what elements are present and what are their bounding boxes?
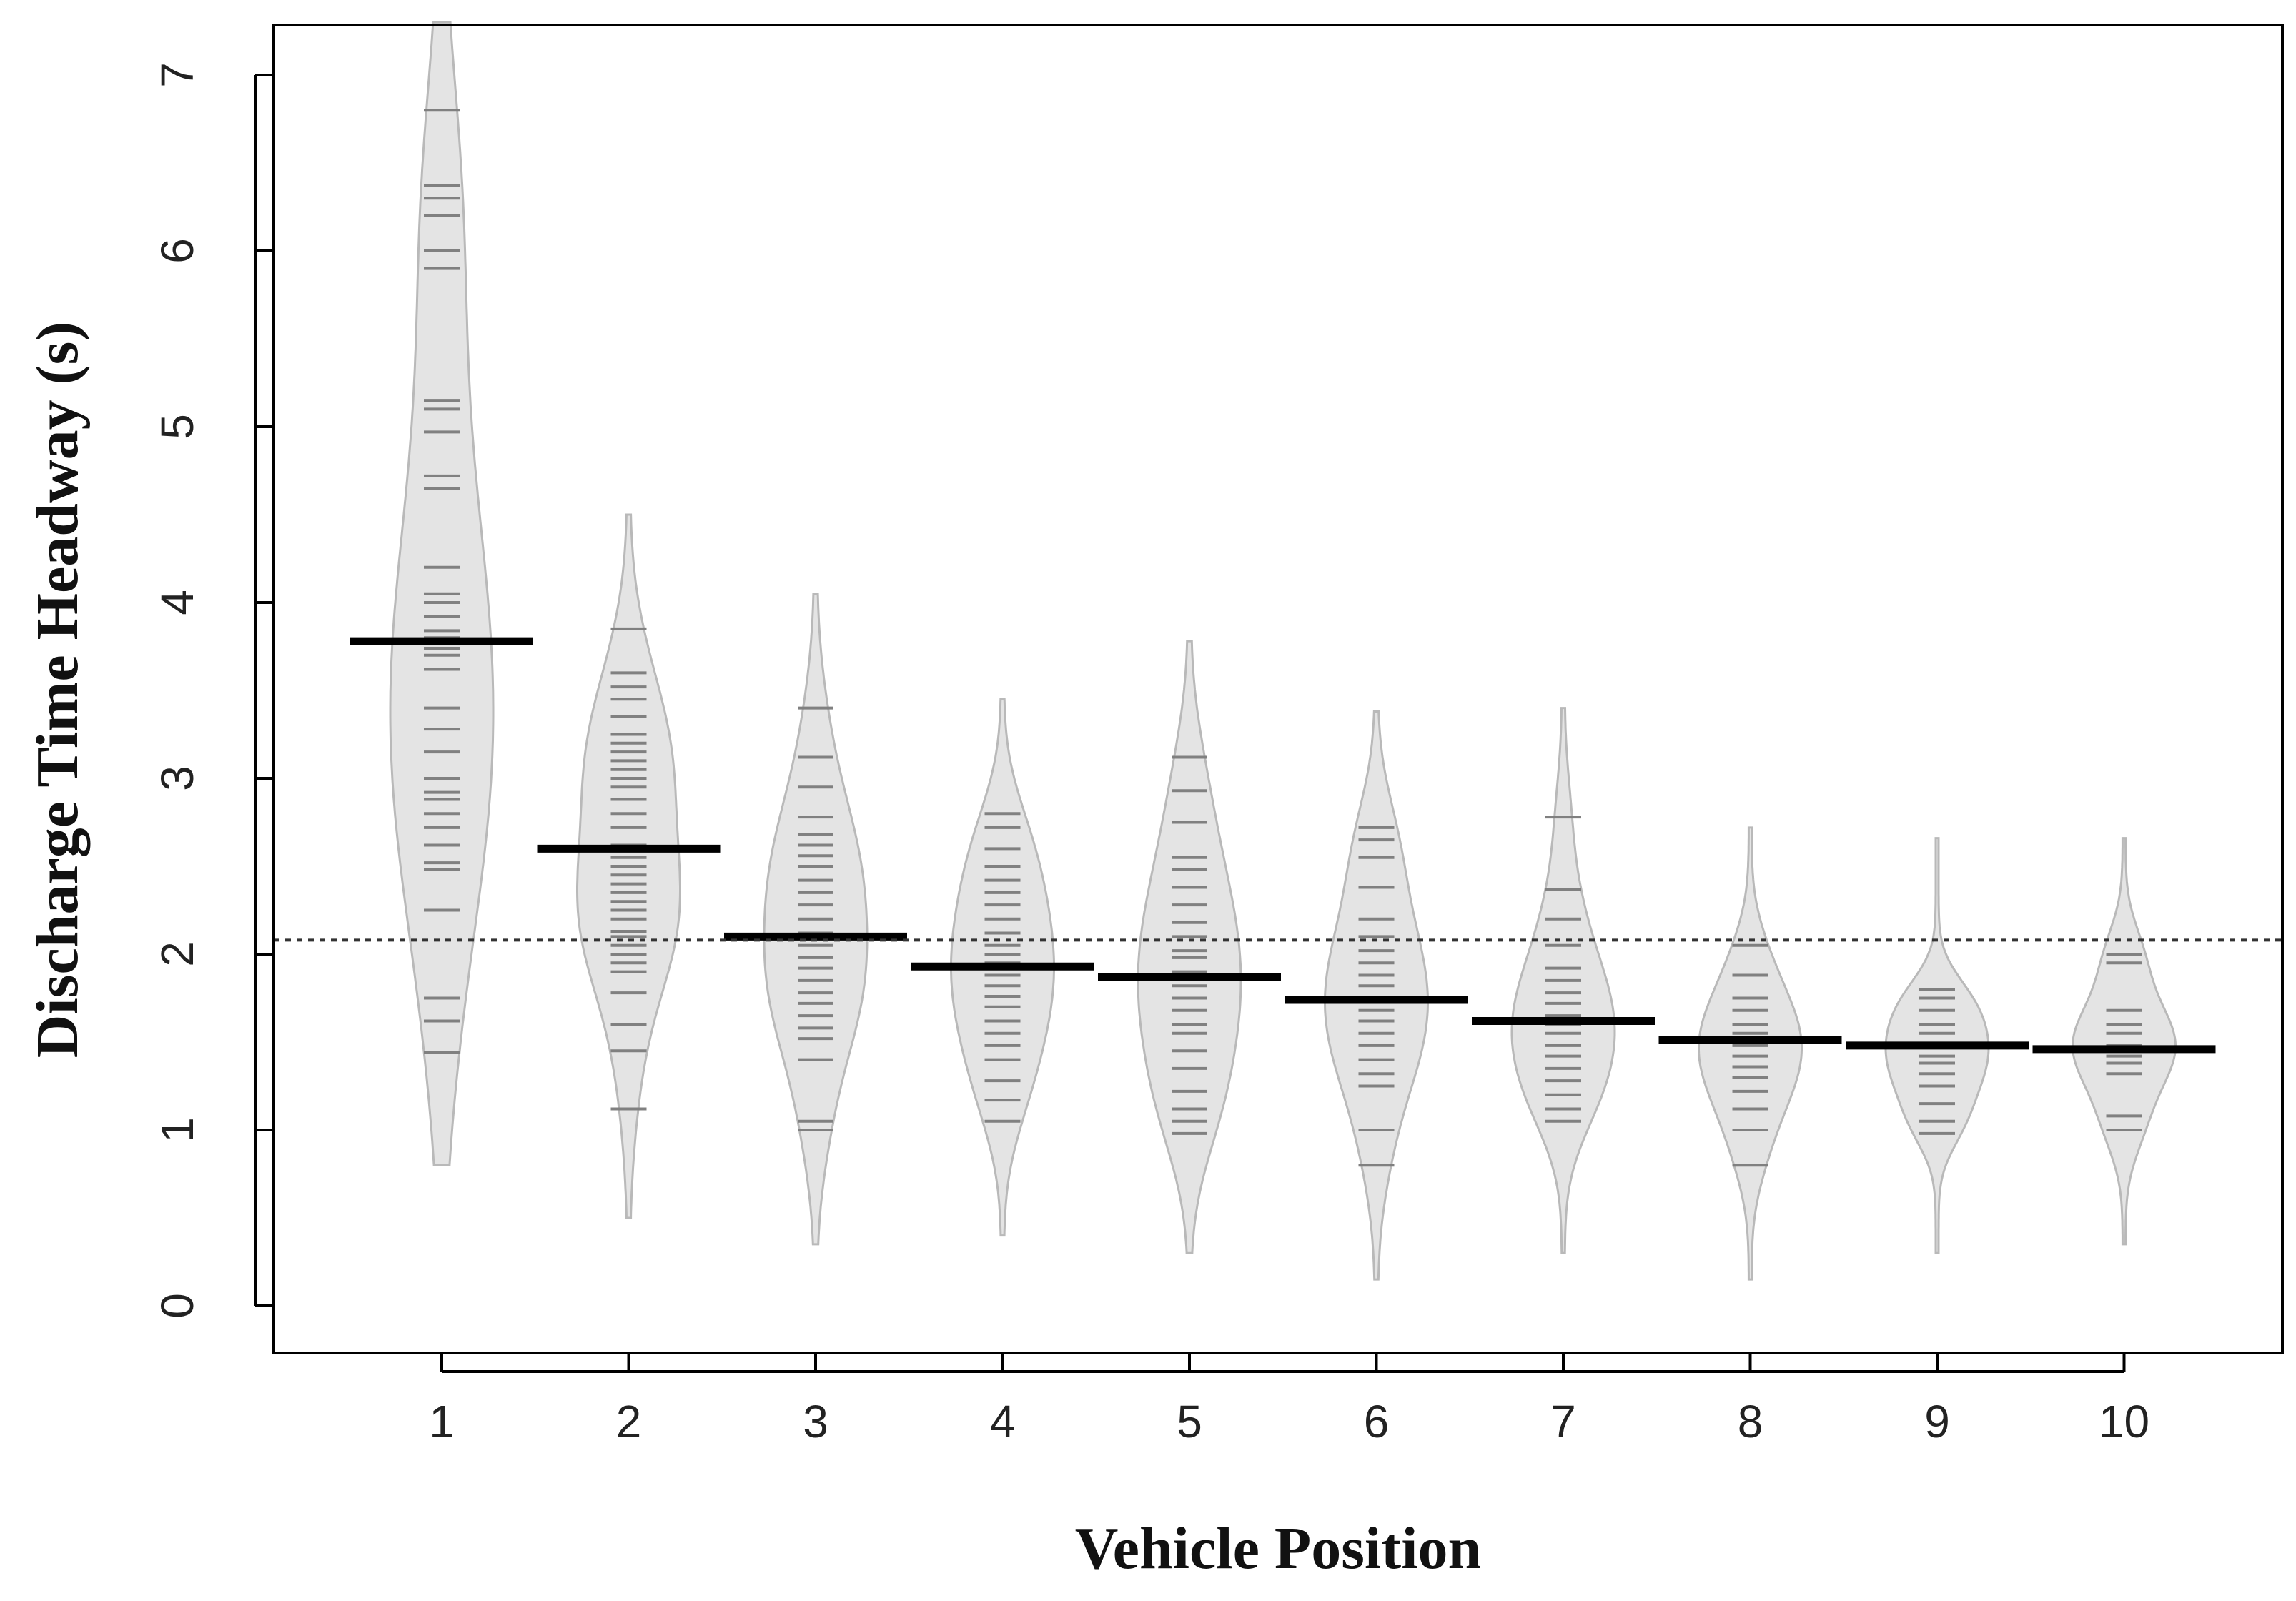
means-layer [350, 637, 2216, 1054]
x-tick-label-9: 9 [1924, 1396, 1950, 1447]
y-axis: 0 1 2 3 4 5 6 7 [152, 62, 274, 1319]
bean-density-8 [1698, 826, 1803, 1281]
observations-layer [424, 109, 2142, 1167]
y-tick-label-2: 2 [152, 941, 203, 967]
bean-density-10 [2072, 837, 2177, 1246]
bean-density-6 [1324, 710, 1429, 1281]
y-tick-label-3: 3 [152, 765, 203, 791]
x-axis: 1 2 3 4 5 6 7 8 9 10 [429, 1353, 2149, 1447]
x-tick-label-3: 3 [803, 1396, 828, 1447]
y-tick-label-4: 4 [152, 590, 203, 615]
x-tick-label-6: 6 [1364, 1396, 1390, 1447]
x-tick-label-7: 7 [1550, 1396, 1576, 1447]
x-tick-label-1: 1 [429, 1396, 455, 1447]
y-tick-label-7: 7 [152, 62, 203, 88]
x-axis-title: Vehicle Position [1075, 1515, 1482, 1582]
y-tick-label-1: 1 [152, 1117, 203, 1143]
x-tick-label-8: 8 [1738, 1396, 1763, 1447]
x-tick-label-2: 2 [616, 1396, 642, 1447]
plot-frame [272, 24, 2284, 1354]
y-tick-label-0: 0 [152, 1293, 203, 1319]
x-tick-label-5: 5 [1177, 1396, 1202, 1447]
x-tick-label-10: 10 [2099, 1396, 2149, 1447]
y-axis-title: Discharge Time Headway (s) [24, 322, 91, 1058]
bean-density-5 [1137, 640, 1242, 1254]
y-tick-label-5: 5 [152, 414, 203, 440]
y-tick-label-6: 6 [152, 238, 203, 264]
x-tick-label-4: 4 [990, 1396, 1016, 1447]
